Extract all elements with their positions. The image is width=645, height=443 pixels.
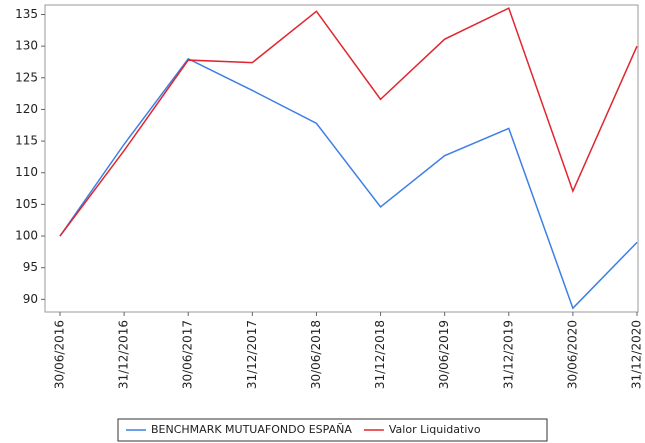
y-tick-label: 110 [15, 165, 38, 179]
y-tick-label: 130 [15, 39, 38, 53]
x-tick-label: 31/12/2019 [501, 320, 515, 389]
x-tick-label: 31/12/2018 [373, 320, 387, 389]
x-tick-label: 30/06/2017 [181, 320, 195, 389]
legend-label: Valor Liquidativo [389, 423, 481, 436]
y-tick-label: 95 [23, 260, 38, 274]
series-line [59, 57, 638, 310]
y-tick-label: 105 [15, 197, 38, 211]
plot-frame [44, 4, 639, 313]
series-line [59, 7, 638, 237]
y-tick-label: 100 [15, 229, 38, 243]
legend-label: BENCHMARK MUTUAFONDO ESPAÑA [151, 423, 352, 436]
x-tick-label: 31/12/2016 [117, 320, 131, 389]
y-tick-label: 115 [15, 134, 38, 148]
x-tick-label: 31/12/2017 [245, 320, 259, 389]
y-tick-label: 135 [15, 7, 38, 21]
y-tick-label: 120 [15, 102, 38, 116]
legend [117, 418, 548, 442]
x-tick-label: 30/06/2016 [53, 320, 67, 389]
y-tick-label: 125 [15, 70, 38, 84]
x-tick-label: 31/12/2020 [630, 320, 644, 389]
x-tick-label: 30/06/2020 [565, 320, 579, 389]
y-tick-label: 90 [23, 292, 38, 306]
x-tick-label: 30/06/2018 [309, 320, 323, 389]
x-tick-label: 30/06/2019 [437, 320, 451, 389]
